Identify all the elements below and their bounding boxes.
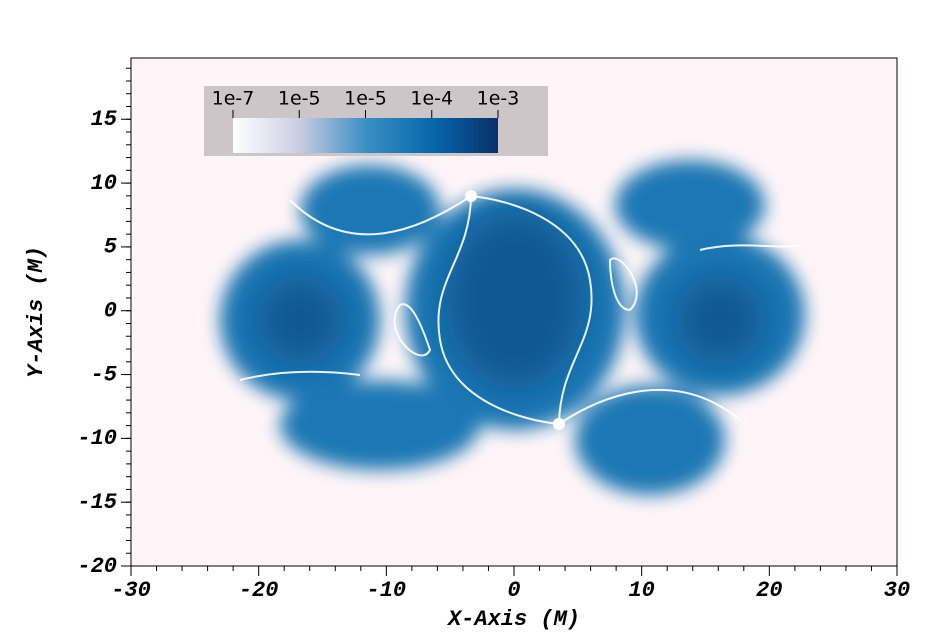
x-tick-label: 10 — [628, 578, 654, 603]
x-tick-label: 30 — [884, 578, 910, 603]
colorbar-label: 1e-7 — [212, 88, 255, 110]
y-tick-label: -20 — [77, 554, 117, 579]
colorbar: 1e-7 1e-5 1e-5 1e-4 1e-3 — [204, 86, 548, 156]
x-axis-title: X-Axis (M) — [446, 607, 580, 632]
colorbar-label: 1e-3 — [477, 88, 520, 110]
x-tick-label: 20 — [756, 578, 782, 603]
x-tick-label: -10 — [367, 578, 407, 603]
y-axis-title: Y-Axis (M) — [24, 246, 49, 378]
y-tick-label: 5 — [104, 235, 117, 260]
colorbar-gradient — [233, 118, 498, 153]
y-tick-label: -15 — [77, 490, 117, 515]
y-tick-label: 0 — [104, 299, 117, 324]
x-tick-label: -20 — [239, 578, 279, 603]
x-tick-label: -30 — [111, 578, 151, 603]
colorbar-label: 1e-5 — [278, 88, 321, 110]
y-tick-label: 10 — [91, 171, 117, 196]
y-tick-label: 15 — [91, 107, 117, 132]
colorbar-label: 1e-4 — [410, 88, 453, 110]
y-tick-label: -10 — [77, 426, 117, 451]
colorbar-label: 1e-5 — [344, 88, 387, 110]
field — [220, 160, 805, 495]
x-tick-label: 0 — [507, 578, 520, 603]
y-tick-label: -5 — [91, 362, 117, 387]
